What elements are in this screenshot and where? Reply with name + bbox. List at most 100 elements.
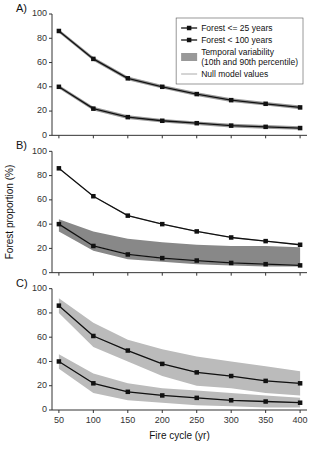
x-tick bbox=[196, 410, 197, 413]
legend-label-line: (10th and 90th percentile) bbox=[201, 57, 298, 67]
y-tick-label: 60 bbox=[37, 332, 47, 342]
y-tick bbox=[49, 111, 52, 112]
marker bbox=[298, 263, 303, 268]
x-tick bbox=[162, 135, 163, 138]
marker bbox=[91, 334, 96, 339]
y-tick-label: 0 bbox=[42, 130, 47, 140]
marker bbox=[126, 348, 131, 353]
marker bbox=[57, 359, 62, 364]
y-tick bbox=[49, 199, 52, 200]
x-tick bbox=[265, 410, 266, 413]
y-tick-label: 100 bbox=[32, 8, 47, 18]
marker bbox=[57, 166, 62, 171]
legend-frame bbox=[176, 18, 303, 84]
x-tick-label: 150 bbox=[120, 415, 135, 425]
x-tick bbox=[93, 273, 94, 276]
line bbox=[59, 168, 300, 244]
marker bbox=[160, 119, 165, 124]
marker bbox=[91, 244, 96, 249]
legend-label-line: Null model values bbox=[201, 69, 268, 79]
legend: Forest <= 25 yearsForest < 100 yearsTemp… bbox=[176, 18, 303, 84]
x-tick-label: 350 bbox=[258, 415, 273, 425]
y-tick-label: 40 bbox=[37, 356, 47, 366]
x-tick bbox=[93, 135, 94, 138]
marker bbox=[229, 123, 234, 128]
y-axis-line bbox=[52, 14, 53, 135]
marker bbox=[126, 115, 131, 120]
y-tick-label: 0 bbox=[42, 404, 47, 414]
marker bbox=[126, 76, 131, 81]
marker bbox=[126, 390, 131, 395]
marker bbox=[298, 243, 303, 248]
x-tick-label: 400 bbox=[293, 415, 308, 425]
y-tick bbox=[49, 86, 52, 87]
marker bbox=[298, 400, 303, 405]
y-tick bbox=[49, 312, 52, 313]
band bbox=[59, 219, 300, 266]
x-axis-line bbox=[52, 410, 307, 411]
x-tick bbox=[162, 273, 163, 276]
band bbox=[59, 85, 300, 130]
x-tick bbox=[127, 273, 128, 276]
y-tick-label: 100 bbox=[32, 146, 47, 156]
band bbox=[59, 354, 300, 407]
x-axis-label: Fire cycle (yr) bbox=[149, 430, 210, 441]
y-tick-label: 80 bbox=[37, 307, 47, 317]
legend-swatch bbox=[181, 74, 197, 75]
y-tick-label: 20 bbox=[37, 105, 47, 115]
panel-label: A) bbox=[16, 2, 27, 14]
y-tick-label: 60 bbox=[37, 194, 47, 204]
marker bbox=[194, 370, 199, 375]
line bbox=[59, 224, 300, 265]
y-axis-line bbox=[52, 289, 53, 410]
y-tick bbox=[49, 62, 52, 63]
marker bbox=[229, 261, 234, 266]
panel: 02040608010050100150200250300350400C)Fir… bbox=[16, 277, 308, 441]
marker bbox=[194, 258, 199, 263]
x-tick bbox=[162, 410, 163, 413]
panel-label: C) bbox=[16, 277, 28, 289]
y-tick bbox=[49, 151, 52, 152]
marker bbox=[229, 374, 234, 379]
x-tick-label: 50 bbox=[54, 415, 64, 425]
x-tick bbox=[196, 135, 197, 138]
y-tick bbox=[49, 288, 52, 289]
marker bbox=[91, 57, 96, 62]
legend-label: Forest <= 25 years bbox=[201, 23, 272, 33]
x-tick bbox=[58, 410, 59, 413]
y-axis-line bbox=[52, 151, 53, 272]
marker bbox=[263, 125, 268, 130]
marker bbox=[194, 92, 199, 97]
y-axis-label: Forest proportion (%) bbox=[4, 165, 15, 259]
x-tick bbox=[231, 410, 232, 413]
marker bbox=[194, 121, 199, 126]
x-tick bbox=[265, 273, 266, 276]
x-tick bbox=[58, 273, 59, 276]
marker bbox=[263, 239, 268, 244]
marker bbox=[57, 85, 62, 90]
line bbox=[59, 87, 300, 128]
marker bbox=[126, 252, 131, 257]
x-tick bbox=[196, 273, 197, 276]
line bbox=[59, 306, 300, 384]
y-tick bbox=[49, 175, 52, 176]
marker bbox=[229, 235, 234, 240]
y-tick bbox=[49, 14, 52, 15]
legend-label-line: Forest <= 25 years bbox=[201, 23, 272, 33]
x-tick-label: 200 bbox=[155, 415, 170, 425]
marker bbox=[160, 393, 165, 398]
marker bbox=[263, 379, 268, 384]
y-tick-label: 80 bbox=[37, 33, 47, 43]
x-tick bbox=[127, 135, 128, 138]
marker bbox=[160, 85, 165, 90]
y-tick bbox=[49, 361, 52, 362]
x-tick-label: 100 bbox=[86, 415, 101, 425]
x-tick bbox=[300, 273, 301, 276]
line bbox=[59, 224, 300, 265]
line bbox=[59, 87, 300, 128]
marker bbox=[194, 396, 199, 401]
x-tick bbox=[265, 135, 266, 138]
y-tick-label: 80 bbox=[37, 170, 47, 180]
marker bbox=[126, 213, 131, 218]
marker bbox=[263, 262, 268, 267]
